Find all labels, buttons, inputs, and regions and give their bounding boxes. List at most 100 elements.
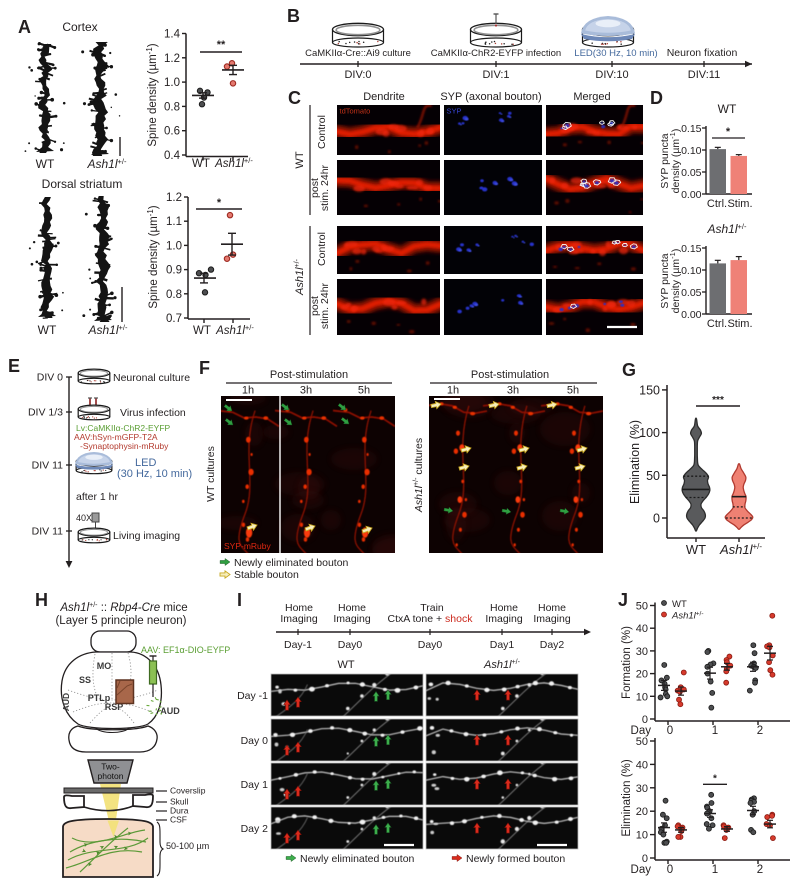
svg-text:SYP: SYP [447,107,462,116]
svg-text:50: 50 [636,601,648,613]
svg-text:SYP (axonal bouton): SYP (axonal bouton) [440,91,541,103]
svg-text:0.8: 0.8 [164,101,180,113]
svg-text:Ash1l+/-: Ash1l+/- [707,222,747,236]
svg-text:D: D [650,88,663,108]
svg-text:Ctrl.: Ctrl. [707,198,727,210]
svg-text:0: 0 [653,512,660,526]
svg-text:Train: Train [420,602,444,614]
svg-text:LED(30 Hz, 10 min): LED(30 Hz, 10 min) [574,48,657,59]
svg-text:Day 1: Day 1 [241,779,269,791]
svg-text:stim. 24hr: stim. 24hr [319,164,331,211]
svg-text:Spine density (µm-1): Spine density (µm-1) [145,43,160,146]
svg-text:Stim.: Stim. [727,318,752,330]
svg-text:1.0: 1.0 [166,240,182,252]
svg-text:after 1 hr: after 1 hr [76,491,119,503]
svg-text:0: 0 [667,864,673,876]
svg-text:DIV 1/3: DIV 1/3 [28,407,63,419]
svg-text:100: 100 [639,426,660,440]
svg-text:Stable bouton: Stable bouton [234,569,299,581]
svg-text:WT: WT [192,158,210,170]
svg-text:J: J [618,590,628,610]
svg-text:Ash1l+/-: Ash1l+/- [671,611,704,622]
svg-text:WT: WT [193,325,211,337]
svg-text:0.15: 0.15 [681,123,702,135]
svg-text:Living imaging: Living imaging [113,530,180,542]
svg-text:Home: Home [490,602,518,614]
svg-text:Ash1l+/- cultures: Ash1l+/- cultures [413,438,425,513]
svg-text:Newly eliminated bouton: Newly eliminated bouton [234,557,349,569]
svg-text:Post-stimulation: Post-stimulation [270,369,348,381]
svg-text:DIV:0: DIV:0 [344,69,371,81]
svg-text:SYP puncta: SYP puncta [659,253,671,308]
svg-text:Post-stimulation: Post-stimulation [471,369,549,381]
svg-text:DIV 0: DIV 0 [37,372,63,384]
svg-text:0.7: 0.7 [166,313,182,325]
svg-text:10: 10 [636,691,648,703]
svg-text:-Synaptophysin-mRuby: -Synaptophysin-mRuby [80,441,169,451]
svg-text:post: post [309,178,321,198]
svg-text:***: *** [712,395,724,406]
svg-text:Imaging: Imaging [333,613,371,625]
svg-text:AAV:hSyn-mGFP-T2A: AAV:hSyn-mGFP-T2A [74,432,158,442]
svg-text:PTLp: PTLp [88,693,111,703]
svg-text:CSF: CSF [170,815,187,825]
svg-text:Neuronal culture: Neuronal culture [113,372,190,384]
svg-text:1h: 1h [242,385,254,397]
svg-text:0.10: 0.10 [681,265,702,277]
svg-text:Day 0: Day 0 [241,735,269,747]
svg-text:40X: 40X [76,513,92,523]
svg-text:AUD: AUD [160,706,180,716]
svg-text:CaMKIIα-ChR2-EYFP infection: CaMKIIα-ChR2-EYFP infection [431,48,561,59]
svg-text:Skull: Skull [170,797,189,807]
svg-text:DIV:1: DIV:1 [482,69,509,81]
svg-text:Ash1l+/-: Ash1l+/- [719,542,762,557]
svg-text:Day: Day [631,864,652,876]
svg-text:F: F [199,358,210,378]
svg-text:Home: Home [285,602,313,614]
svg-text:density (µm-1): density (µm-1) [668,129,683,194]
svg-text:Ash1l+/-: Ash1l+/- [88,323,128,337]
svg-text:Stim.: Stim. [727,198,752,210]
svg-text:Virus infection: Virus infection [120,407,186,419]
svg-text:(Layer 5 principle neuron): (Layer 5 principle neuron) [55,615,186,627]
svg-text:B: B [287,6,300,26]
svg-text:post: post [309,296,321,316]
svg-text:Merged: Merged [573,91,610,103]
svg-text:Day0: Day0 [338,639,363,651]
svg-text:5h: 5h [567,385,579,397]
svg-text:3h: 3h [507,385,519,397]
svg-text:WT: WT [686,542,706,557]
svg-text:DIV 11: DIV 11 [32,526,63,538]
svg-text:H: H [35,590,48,610]
svg-text:20: 20 [636,806,648,818]
svg-text:Neuron fixation: Neuron fixation [667,47,738,59]
svg-text:Ash1l+/-: Ash1l+/- [294,258,306,296]
svg-text:stim. 24hr: stim. 24hr [319,282,331,329]
svg-text:0.00: 0.00 [681,189,702,201]
svg-text:0.10: 0.10 [681,145,702,157]
svg-text:E: E [8,356,20,376]
svg-text:WT: WT [672,599,687,610]
svg-text:0.6: 0.6 [164,126,180,138]
svg-text:Ash1l+/-: Ash1l+/- [87,157,127,171]
svg-text:0.8: 0.8 [166,289,182,301]
svg-text:0.05: 0.05 [681,287,702,299]
svg-text:*: * [726,126,731,138]
svg-text:2: 2 [757,725,763,737]
svg-text:I: I [237,590,242,610]
svg-text:Day1: Day1 [490,639,515,651]
svg-text:A: A [18,17,31,37]
svg-text:(30 Hz, 10 min): (30 Hz, 10 min) [117,468,192,480]
svg-text:30: 30 [636,646,648,658]
svg-text:Ash1l+/-: Ash1l+/- [483,659,521,671]
svg-text:Day0: Day0 [418,639,443,651]
svg-text:RSP: RSP [105,702,124,712]
svg-text:WT cultures: WT cultures [205,446,217,502]
svg-text:Control: Control [316,115,328,149]
svg-text:CaMKIIα-Cre::Ai9 culture: CaMKIIα-Cre::Ai9 culture [305,48,411,59]
svg-text:Two-: Two- [101,762,120,772]
svg-text:WT: WT [294,151,306,168]
svg-text:C: C [288,88,301,108]
svg-text:Elimination (%): Elimination (%) [621,759,633,836]
svg-text:Ash1l+/-: Ash1l+/- [214,156,253,170]
